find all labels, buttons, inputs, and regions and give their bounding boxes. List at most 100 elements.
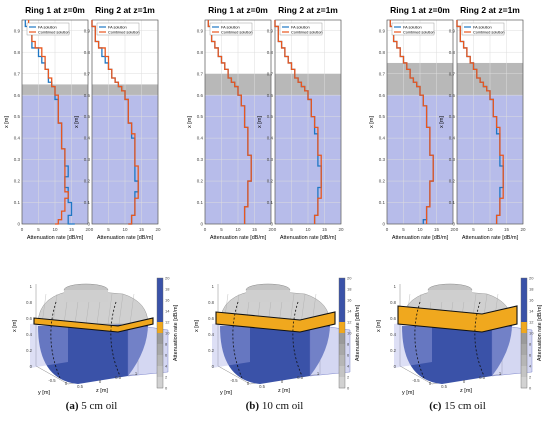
colorbar-tick-label: 10 <box>347 331 352 336</box>
colorbar-tick-label: 20 <box>347 276 352 281</box>
colorbar-segment <box>157 377 163 389</box>
x-tick-label: 0 <box>456 227 459 232</box>
colorbar-tick-label: 16 <box>165 298 170 303</box>
y-tick-label: 0.4 <box>14 136 21 141</box>
x-tick-label: 5 <box>402 227 405 232</box>
x-tick-label: 0 <box>21 227 24 232</box>
x-tick-label: 10 <box>417 227 423 232</box>
y-tick-label: 0.4 <box>267 136 274 141</box>
x-tick-label: 0 <box>386 227 389 232</box>
colorbar-tick-label: 8 <box>347 342 350 347</box>
colorbar-tick-label: 14 <box>165 309 170 314</box>
caption-c: (c) 15 cm oil <box>366 400 549 412</box>
tank-z-axis-label: z [m] <box>278 388 290 394</box>
y-tick-label: 0.8 <box>84 50 91 55</box>
chart-title: Ring 1 at z=0m <box>208 5 268 15</box>
profile-chart-6: Ring 2 at z=1m0 5 10 15 2000.10.20.30.40.50.… <box>439 5 526 241</box>
legend-box <box>96 22 140 36</box>
plot-frame <box>204 19 272 225</box>
y-axis-label: x [m] <box>439 116 445 128</box>
tank-dome-wall <box>246 290 290 302</box>
y-tick-label: 0.9 <box>14 28 21 33</box>
y-tick-label: 0.6 <box>197 93 204 98</box>
colorbar-tick-label: 12 <box>165 320 170 325</box>
y-axis-label: x [m] <box>369 116 375 128</box>
x-tick-label: 15 <box>139 227 145 232</box>
y-tick-label: 0.9 <box>84 28 91 33</box>
chart-title: Ring 2 at z=1m <box>95 5 155 15</box>
colorbar-tick-label: 0 <box>165 386 168 391</box>
colorbar-tick-label: 0 <box>347 386 350 391</box>
tank-z-tick-label: 0 <box>463 379 466 384</box>
y-tick-label: 0.7 <box>267 71 274 76</box>
legend-label-combined: Combined solution <box>221 31 252 35</box>
y-tick-label: 0.6 <box>379 93 386 98</box>
x-tick-label: 15 <box>504 227 510 232</box>
chart-title: Ring 1 at z=0m <box>390 5 450 15</box>
colorbar-segment <box>157 300 163 312</box>
tank-water-section <box>220 324 330 384</box>
colorbar-tick-label: 6 <box>529 353 532 358</box>
y-tick-label: 0.6 <box>267 93 274 98</box>
y-tick-label: 0.8 <box>379 50 386 55</box>
colorbar-segment <box>521 355 527 367</box>
tank-z-axis-label: z [m] <box>460 388 472 394</box>
colorbar-segment <box>339 355 345 367</box>
series-line-combined <box>389 20 434 224</box>
tank-x-tick-label: 0.8 <box>26 300 32 305</box>
colorbar-tick-label: 14 <box>347 309 352 314</box>
colorbar-tick-label: 2 <box>529 375 532 380</box>
colorbar-tick-label: 4 <box>165 364 168 369</box>
tank-figure-1: x [m] 0 0.2 0.4 0.6 0.8 1 -0.5 0 0.5 y [m] 0 0.5 1 z [… <box>12 276 179 397</box>
series-line-combined <box>207 20 252 224</box>
colorbar-segment <box>339 344 345 356</box>
caption-a-text: 5 cm oil <box>81 400 118 412</box>
tank-x-tick-label: 0.4 <box>26 332 32 337</box>
mesh-line <box>300 293 306 325</box>
colorbar-tick-label: 4 <box>529 364 532 369</box>
colorbar-segment <box>521 322 527 334</box>
plot-frame <box>386 19 454 225</box>
caption-a-label: (a) <box>65 400 79 412</box>
y-tick-label: 0.9 <box>449 28 456 33</box>
tank-x-tick-label: 0.2 <box>208 348 214 353</box>
colorbar-tick-label: 16 <box>529 298 534 303</box>
colorbar-segment <box>157 355 163 367</box>
tank-y-tick-label: -0.5 <box>230 378 238 383</box>
tank-y-tick-label: -0.5 <box>48 378 56 383</box>
y-tick-label: 0.9 <box>267 28 274 33</box>
y-tick-label: 0.8 <box>14 50 21 55</box>
profile-chart-3: Ring 1 at z=0m0 5 10 15 2000.10.20.30.40.50.… <box>187 5 274 241</box>
tank-x-tick-label: 0.4 <box>390 332 396 337</box>
x-axis-label: Attenuation rate [dB/m] <box>392 235 449 241</box>
y-tick-label: 0.1 <box>84 200 91 205</box>
tank-y-axis-label: y [m] <box>402 390 414 396</box>
mesh-line <box>107 293 113 325</box>
y-tick-label: 0.7 <box>84 71 91 76</box>
x-tick-label: 10 <box>487 227 493 232</box>
caption-b: (b) 10 cm oil <box>183 400 366 412</box>
x-tick-label: 10 <box>235 227 241 232</box>
y-tick-label: 0.7 <box>14 71 21 76</box>
x-tick-label: 20 <box>520 227 526 232</box>
caption-b-label: (b) <box>245 400 260 412</box>
x-tick-label: 10 <box>122 227 128 232</box>
colorbar-segment <box>521 278 527 290</box>
colorbar-segment <box>157 278 163 290</box>
plot-frame <box>91 19 159 225</box>
legend-box <box>279 22 323 36</box>
y-tick-label: 0.6 <box>14 93 21 98</box>
colorbar-tick-label: 4 <box>347 364 350 369</box>
y-tick-label: 0.2 <box>449 179 456 184</box>
caption-c-text: 15 cm oil <box>444 400 486 412</box>
ring-2-sensor-line <box>474 301 485 377</box>
y-tick-label: 0.2 <box>14 179 21 184</box>
legend-label-fa: FA solution <box>291 26 310 30</box>
tank-y-tick-label: -0.5 <box>412 378 420 383</box>
x-tick-label: 20 <box>450 227 456 232</box>
x-tick-label: 5 <box>220 227 223 232</box>
colorbar-tick-label: 6 <box>347 353 350 358</box>
chart-title: Ring 2 at z=1m <box>460 5 520 15</box>
tank-z-axis-label: z [m] <box>96 388 108 394</box>
